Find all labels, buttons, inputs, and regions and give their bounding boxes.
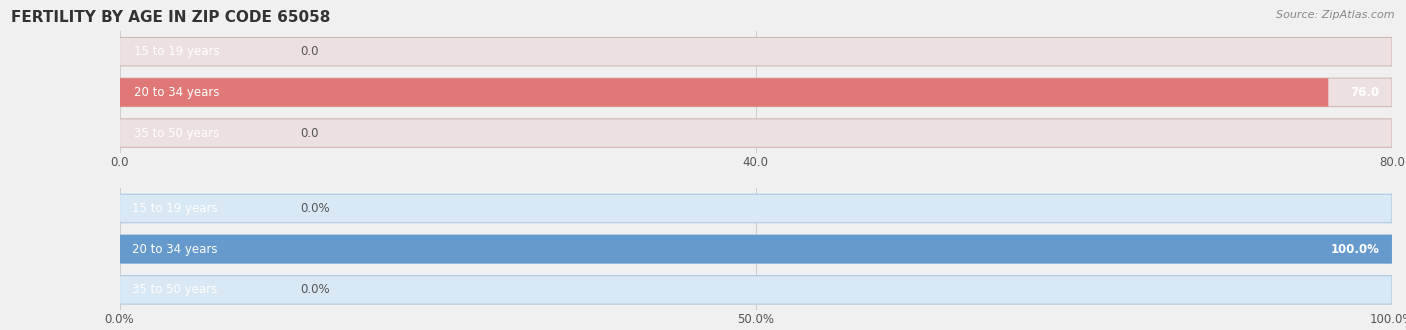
Text: 0.0%: 0.0% bbox=[301, 283, 330, 296]
FancyBboxPatch shape bbox=[120, 78, 1392, 107]
FancyBboxPatch shape bbox=[120, 276, 1392, 304]
Text: 15 to 19 years: 15 to 19 years bbox=[132, 202, 218, 215]
Text: 20 to 34 years: 20 to 34 years bbox=[134, 86, 219, 99]
Text: FERTILITY BY AGE IN ZIP CODE 65058: FERTILITY BY AGE IN ZIP CODE 65058 bbox=[11, 10, 330, 25]
FancyBboxPatch shape bbox=[120, 194, 1392, 223]
FancyBboxPatch shape bbox=[120, 119, 1392, 147]
Text: 76.0: 76.0 bbox=[1350, 86, 1379, 99]
Text: 0.0: 0.0 bbox=[301, 127, 319, 140]
Text: 0.0: 0.0 bbox=[301, 45, 319, 58]
FancyBboxPatch shape bbox=[120, 78, 1329, 107]
Text: 35 to 50 years: 35 to 50 years bbox=[134, 127, 219, 140]
FancyBboxPatch shape bbox=[120, 235, 1392, 263]
Text: Source: ZipAtlas.com: Source: ZipAtlas.com bbox=[1277, 10, 1395, 20]
Text: 20 to 34 years: 20 to 34 years bbox=[132, 243, 218, 256]
Text: 100.0%: 100.0% bbox=[1330, 243, 1379, 256]
Text: 0.0%: 0.0% bbox=[301, 202, 330, 215]
FancyBboxPatch shape bbox=[120, 235, 1392, 263]
Text: 35 to 50 years: 35 to 50 years bbox=[132, 283, 218, 296]
FancyBboxPatch shape bbox=[120, 37, 1392, 66]
Text: 15 to 19 years: 15 to 19 years bbox=[134, 45, 219, 58]
